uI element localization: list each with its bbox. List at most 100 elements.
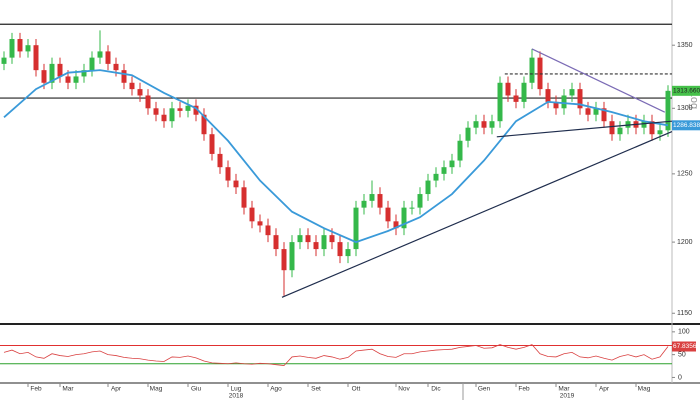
candle-body <box>249 207 255 222</box>
candle-body <box>353 207 359 250</box>
x-tick-label: Feb <box>30 386 42 393</box>
y-tick-label: 1350 <box>677 42 693 49</box>
candle-body <box>521 82 527 102</box>
candle-body <box>593 108 599 115</box>
candle-body <box>225 167 231 181</box>
candle-body <box>57 63 63 77</box>
candle-body <box>513 95 519 102</box>
candle-body <box>121 70 127 83</box>
candle-body <box>369 194 375 201</box>
candle-body <box>273 235 279 250</box>
candle-body <box>569 89 575 96</box>
candle-body <box>9 39 15 58</box>
candle-body <box>585 108 591 115</box>
x-tick-label: Feb <box>518 386 530 393</box>
candle-body <box>425 180 431 195</box>
price-label: 1313.6603 <box>673 88 700 95</box>
candle-body <box>401 207 407 229</box>
candle-body <box>601 108 607 122</box>
x-tick-label: Giu <box>191 386 202 393</box>
x-tick-label: Set <box>311 386 321 393</box>
rsi-line <box>3 344 669 367</box>
moving-average <box>3 69 669 244</box>
candle-body <box>105 51 111 64</box>
candle-body <box>201 114 207 135</box>
x-tick-label: Apr <box>111 386 122 393</box>
candle-body <box>449 160 455 168</box>
candle-body <box>41 70 47 83</box>
candle-body <box>209 134 215 154</box>
candle-body <box>497 82 503 122</box>
y-tick-label: 1250 <box>677 171 693 178</box>
candle-body <box>385 207 391 222</box>
candle-body <box>177 108 183 111</box>
price-label-box <box>672 85 700 96</box>
candle-body <box>185 105 191 111</box>
candle-body <box>505 82 511 96</box>
x-tick-label: Nov <box>398 386 410 393</box>
candle-body <box>321 235 327 250</box>
candle-body <box>409 207 415 209</box>
candle-body <box>73 76 79 83</box>
candle-body <box>193 105 199 115</box>
candle-body <box>625 121 631 128</box>
candle-body <box>89 57 95 71</box>
candle-body <box>265 225 271 236</box>
rsi-label: 67.8356 <box>673 343 697 350</box>
y-tick-label: 1200 <box>677 239 693 246</box>
candle-body <box>289 242 295 271</box>
candle-body <box>577 89 583 109</box>
rsi-tick-label: 0 <box>678 374 682 381</box>
candle-body <box>545 89 551 102</box>
x-tick-label: Mar <box>62 386 74 393</box>
trend-line <box>281 131 673 298</box>
candle-body <box>81 70 87 77</box>
candle-body <box>489 121 495 128</box>
candle-body <box>441 167 447 174</box>
candle-body <box>17 39 23 52</box>
candle-body <box>65 76 71 83</box>
candle-body <box>329 235 335 243</box>
candle-body <box>417 194 423 208</box>
x-tick-label: Lug <box>231 386 242 393</box>
candle-body <box>657 130 663 135</box>
candle-body <box>345 249 351 257</box>
candle-body <box>473 121 479 128</box>
candle-body <box>553 101 559 109</box>
candle-body <box>361 200 367 208</box>
candle-body <box>433 173 439 181</box>
candle-body <box>33 45 39 71</box>
y-tick-label: 1300 <box>677 105 693 112</box>
scale-label: Log <box>688 91 700 109</box>
candle-body <box>217 153 223 168</box>
candle-body <box>297 235 303 243</box>
price-label: 1286.8386 <box>673 122 700 129</box>
x-tick-label: Gen <box>478 386 491 393</box>
year-label: 2018 <box>229 393 244 400</box>
rsi-label-box <box>672 341 696 352</box>
candle-body <box>161 114 167 122</box>
trend-line <box>531 48 666 113</box>
candle-body <box>377 194 383 208</box>
candle-body <box>1 57 7 64</box>
y-tick-label: 1150 <box>677 310 692 317</box>
candle-body <box>241 187 247 208</box>
x-tick-label: Mag <box>150 386 163 393</box>
candle-body <box>617 127 623 135</box>
candle-body <box>145 95 151 109</box>
candle-body <box>257 221 263 226</box>
candle-body <box>457 140 463 161</box>
candle-body <box>529 57 535 83</box>
x-tick-label: Apr <box>599 386 610 393</box>
candle-body <box>153 108 159 115</box>
x-tick-label: Mag <box>638 386 651 393</box>
candle-body <box>305 235 311 243</box>
candle-body <box>25 45 31 52</box>
candle-body <box>609 121 615 135</box>
candle-body <box>129 82 135 90</box>
candle-body <box>665 90 671 131</box>
candle-body <box>233 180 239 188</box>
